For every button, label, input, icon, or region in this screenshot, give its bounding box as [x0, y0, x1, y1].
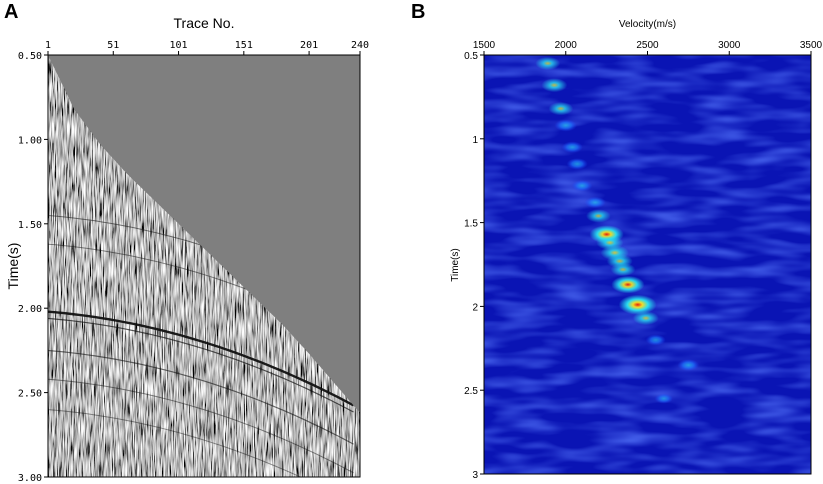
panel-b-energy-peak [535, 56, 561, 71]
panel-a-y-tick-label: 2.50 [18, 389, 42, 400]
panel-b-y-ticks: 0.5 1 1.5 2 2.5 3 [464, 51, 484, 481]
panel-a-x-ticks: 1 51 101 151 201 240 [45, 40, 369, 55]
panel-a-x-tick-label: 51 [107, 40, 119, 51]
panel-a-x-tick-label: 151 [235, 40, 253, 51]
panel-b-y-tick-label: 1 [472, 135, 478, 146]
panel-a-y-tick-label: 1.00 [18, 135, 42, 146]
panel-b-energy-peak [610, 262, 636, 277]
panel-a-y-axis-title: Time(s) [5, 243, 21, 290]
panel-a-reflector-0 [48, 310, 355, 407]
panel-b-y-tick-label: 3 [472, 470, 478, 481]
panel-a-muted-zone [48, 55, 360, 413]
panel-b-y-axis-title: Time(s) [450, 248, 461, 282]
panel-b-energy-peak [566, 158, 588, 170]
panel-b-x-tick-label: 3500 [800, 40, 823, 51]
panel-b-x-tick-label: 2000 [555, 40, 578, 51]
panel-b-y-tick-label: 2.5 [464, 386, 478, 397]
panel-b-x-axis-title: Velocity(m/s) [619, 19, 676, 30]
panel-a-y-ticks: 0.50 1.00 1.50 2.00 2.50 3.00 [18, 51, 48, 484]
panel-a-reflector-4 [48, 349, 354, 445]
panel-a-x-axis-title: Trace No. [174, 15, 235, 31]
panel-b-x-tick-label: 3000 [718, 40, 741, 51]
panel-b-energy-peak [677, 359, 700, 371]
panel-a-x-tick-label: 240 [351, 40, 369, 51]
panel-b-y-tick-label: 2 [472, 302, 478, 313]
panel-a-x-tick-label: 101 [170, 40, 188, 51]
panel-b-noise-texture [484, 55, 811, 474]
panel-a-x-tick-label: 1 [45, 40, 51, 51]
panel-a-reflector-6 [48, 409, 302, 477]
panel-a-y-tick-label: 2.00 [18, 304, 42, 315]
panel-label-a: A [4, 1, 18, 23]
panel-a-y-tick-label: 1.50 [18, 220, 42, 231]
panel-b-energy-peak [632, 311, 659, 326]
panel-a-reflector-5 [48, 378, 354, 474]
panel-b-x-tick-label: 2500 [636, 40, 659, 51]
panel-b-y-tick-label: 0.5 [464, 51, 478, 62]
panel-b-energy-peak [561, 141, 583, 153]
panel-b-energy-peaks [535, 56, 700, 404]
panel-b-x-tick-label: 1500 [473, 40, 496, 51]
panel-a-y-tick-label: 3.00 [18, 473, 42, 484]
panel-b-energy-peak [548, 101, 574, 116]
panel-b-energy-peak [571, 180, 593, 192]
panel-label-b: B [411, 1, 425, 23]
panel-b-energy-peak [611, 275, 645, 294]
panel-a-frame [47, 54, 361, 478]
panel-b-y-tick-label: 1.5 [464, 219, 478, 230]
panel-b-energy-peak [645, 334, 666, 346]
panel-b-energy-peak [584, 196, 606, 209]
panel-b-x-ticks: 1500 2000 2500 3000 3500 [473, 40, 823, 55]
panel-b-energy-peak [654, 393, 674, 404]
panel-a-reflector-1 [48, 317, 354, 413]
panel-b-energy-peak [541, 78, 568, 93]
panel-b-energy-peak [586, 209, 611, 223]
panel-b-velocity-spectrum: 1500 2000 2500 3000 3500 0.5 1 1.5 2 2.5 3 Veloci… [450, 19, 823, 481]
panel-a-seismic-gather: 1 51 101 151 201 240 0.501.001.502.002.503.00… [5, 15, 369, 484]
panel-b-energy-peak [618, 294, 657, 315]
panel-b-energy-peak [554, 119, 577, 132]
panel-a-y-tick-label: 0.50 [18, 51, 42, 62]
panel-a-x-tick-label: 201 [300, 40, 318, 51]
